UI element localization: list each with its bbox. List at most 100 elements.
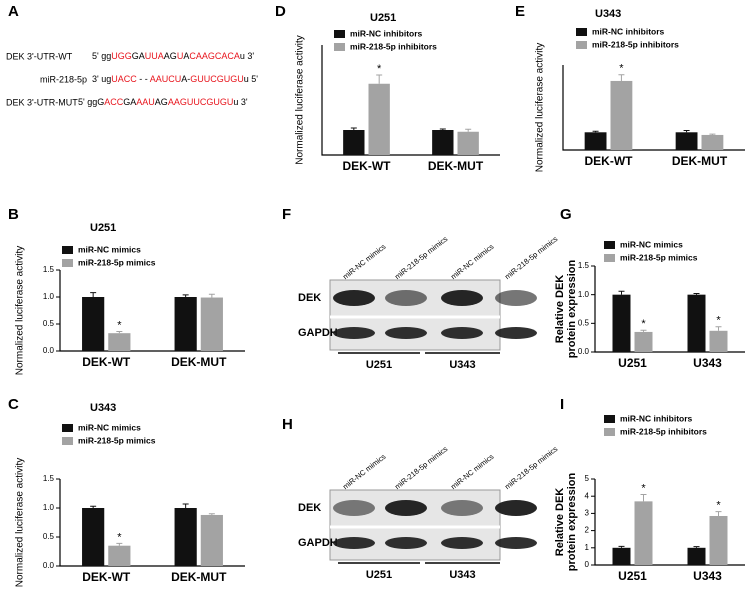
legend-swatch <box>334 30 345 38</box>
bar <box>82 508 105 566</box>
y-tick-label: 1.5 <box>578 261 590 270</box>
row-label: DEK <box>298 502 321 514</box>
error-bar <box>640 493 647 502</box>
band <box>441 290 483 306</box>
y-tick-label: 4 <box>585 491 590 500</box>
error-bar <box>182 503 189 508</box>
error-bar <box>592 130 599 133</box>
bar <box>675 132 698 150</box>
y-tick-label: 1.0 <box>578 290 590 299</box>
legend-label: miR-NC mimics <box>78 244 141 254</box>
sequence-name: miR-218-5p <box>40 74 87 84</box>
panel-label: C <box>8 396 19 413</box>
bar <box>174 297 197 351</box>
sequence-segment: - - <box>137 74 150 84</box>
error-bar <box>116 331 123 334</box>
panel-label: E <box>515 3 525 20</box>
x-tick-label: DEK-MUT <box>171 570 227 584</box>
y-tick-label: 1.0 <box>43 292 55 301</box>
error-bar <box>715 511 722 516</box>
bar <box>709 515 728 565</box>
sequence-segment: UUA <box>145 51 164 61</box>
error-bar <box>640 329 647 332</box>
error-bar <box>208 293 215 298</box>
x-tick-label: U343 <box>693 356 722 370</box>
y-axis-label: Normalized luciferase activity <box>535 43 546 173</box>
band <box>441 537 483 549</box>
sequence-segment: GUUCGUGU <box>190 74 244 84</box>
sequence-segment: u 5' <box>244 74 259 84</box>
group-label: U251 <box>366 569 392 581</box>
sequence: 5' ggGACCGAAAUAGAAGUUCGUGUu 3' <box>78 97 248 107</box>
bar <box>612 547 631 565</box>
y-tick-label: 1.5 <box>43 265 55 274</box>
bar <box>82 297 105 351</box>
y-axis-label: Normalized luciferase activity <box>295 35 306 165</box>
row-label: GAPDH <box>298 537 338 549</box>
y-tick-label: 3 <box>585 509 590 518</box>
error-bar <box>376 74 383 84</box>
bar <box>200 297 223 351</box>
band <box>333 500 375 516</box>
bar <box>634 331 653 352</box>
legend-label: miR-218-5p inhibitors <box>592 39 679 49</box>
error-bar <box>90 505 97 508</box>
x-tick-label: DEK-WT <box>585 154 634 168</box>
bar <box>368 83 390 155</box>
bar <box>634 501 653 565</box>
chart-title: U343 <box>595 8 621 20</box>
bar <box>701 134 724 150</box>
group-label: U343 <box>449 359 475 371</box>
lane-label: miR-NC mimics <box>341 452 388 491</box>
bar <box>108 545 131 566</box>
sequence-segment: GA <box>123 97 136 107</box>
error-bar <box>350 127 357 130</box>
legend-label: miR-218-5p inhibitors <box>620 426 707 436</box>
y-tick-label: 0.5 <box>43 319 55 328</box>
y-tick-label: 1.5 <box>43 474 55 483</box>
panel-label: H <box>282 416 293 433</box>
bar <box>610 80 633 150</box>
bar <box>584 132 607 150</box>
y-tick-label: 0.5 <box>43 532 55 541</box>
bar <box>174 508 197 566</box>
panel-label: D <box>275 3 286 20</box>
error-bar <box>618 545 625 548</box>
error-bar <box>439 128 446 130</box>
significance-mark: * <box>117 319 122 331</box>
legend-label: miR-218-5p mimics <box>78 257 156 267</box>
chart-title: U251 <box>370 12 396 24</box>
y-axis-label: Normalized luciferase activity <box>15 458 26 588</box>
panel-label: F <box>282 206 291 223</box>
error-bar <box>182 294 189 297</box>
sequence-segment: 5' ggG <box>78 97 104 107</box>
bar <box>108 333 131 351</box>
legend-swatch <box>604 241 615 249</box>
x-tick-label: U251 <box>618 569 647 583</box>
panel-label: A <box>8 3 19 20</box>
legend-label: miR-218-5p inhibitors <box>350 41 437 51</box>
sequence-segment: ACC <box>104 97 124 107</box>
lane-label: miR-218-5p mimics <box>503 234 560 281</box>
y-axis-label: Relative DEK <box>554 488 566 557</box>
sequence-segment: AG <box>164 51 177 61</box>
legend-swatch <box>576 28 587 36</box>
legend-label: miR-218-5p mimics <box>620 252 698 262</box>
error-bar <box>208 513 215 515</box>
sequence-segment: AAGUUCGUGU <box>168 97 234 107</box>
sequence-segment: A <box>183 51 189 61</box>
panel-label: B <box>8 206 19 223</box>
y-tick-label: 2 <box>585 526 590 535</box>
y-tick-label: 0.0 <box>43 346 55 355</box>
band <box>333 290 375 306</box>
chart-title: U343 <box>90 402 116 414</box>
band <box>333 537 375 549</box>
x-tick-label: DEK-WT <box>343 159 392 173</box>
sequence-segment: u 3' <box>240 51 255 61</box>
bar <box>432 130 454 155</box>
lane-label: miR-218-5p mimics <box>503 444 560 491</box>
significance-mark: * <box>641 318 646 330</box>
band <box>495 537 537 549</box>
row-label: GAPDH <box>298 327 338 339</box>
